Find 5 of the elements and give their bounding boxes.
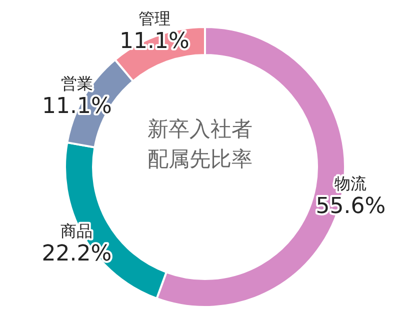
slice-label: 管理	[138, 8, 170, 28]
slice-label: 営業	[60, 74, 93, 93]
text: 新卒入社者配属先比率	[148, 117, 252, 171]
data-label: 55.6%	[316, 194, 386, 219]
slice-label: 物流	[334, 174, 367, 193]
